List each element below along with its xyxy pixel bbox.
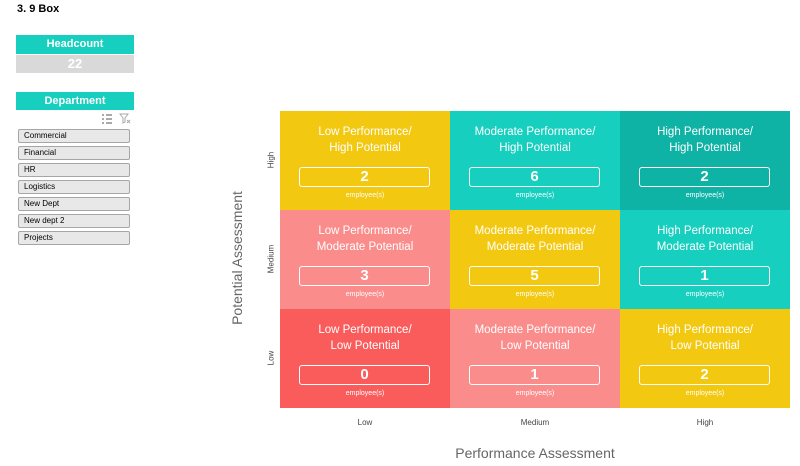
box-label-line: Moderate Performance/: [474, 126, 596, 138]
nine-box-grid: Low Performance/ High Potential 2 employ…: [280, 111, 790, 408]
box-label-line: Moderate Potential: [486, 241, 584, 253]
y-tick-label: Medium: [266, 244, 276, 274]
box-low-perf-low-pot[interactable]: Low Performance/ Low Potential 0 employe…: [280, 309, 450, 408]
multi-select-icon[interactable]: [101, 112, 113, 124]
y-tick-label: High: [266, 151, 276, 169]
box-label: High Performance/ Moderate Potential: [620, 223, 790, 255]
employee-count: 1: [639, 266, 770, 286]
department-item[interactable]: Logistics: [18, 180, 130, 194]
employee-count: 0: [299, 365, 430, 385]
sheet-title: 3. 9 Box: [17, 3, 60, 15]
y-tick-label: Low: [266, 350, 276, 366]
x-axis-title: Performance Assessment: [455, 445, 615, 461]
box-label: Moderate Performance/ High Potential: [450, 124, 620, 156]
box-label-line: Low Performance/: [318, 324, 412, 336]
department-item[interactable]: HR: [18, 163, 130, 177]
count-caption: employee(s): [685, 192, 725, 199]
box-label: High Performance/ High Potential: [620, 124, 790, 156]
x-tick-label: Medium: [520, 418, 550, 427]
box-label-line: High Potential: [329, 142, 401, 154]
count-caption: employee(s): [685, 390, 725, 397]
box-label-line: High Potential: [669, 142, 741, 154]
box-label-line: High Performance/: [657, 225, 753, 237]
employee-count: 1: [469, 365, 600, 385]
employee-count: 2: [639, 365, 770, 385]
x-tick-label: Low: [357, 418, 373, 427]
box-label: High Performance/ Low Potential: [620, 322, 790, 354]
count-caption: employee(s): [515, 291, 555, 298]
box-moderate-perf-moderate-pot[interactable]: Moderate Performance/ Moderate Potential…: [450, 210, 620, 309]
box-label-line: Moderate Performance/: [474, 225, 596, 237]
department-item[interactable]: New Dept: [18, 197, 130, 211]
y-axis-title: Potential Assessment: [229, 191, 245, 325]
box-label-line: Low Performance/: [318, 126, 412, 138]
box-label: Moderate Performance/ Low Potential: [450, 322, 620, 354]
box-label-line: Low Performance/: [318, 225, 412, 237]
count-caption: employee(s): [345, 390, 385, 397]
box-high-perf-high-pot[interactable]: High Performance/ High Potential 2 emplo…: [620, 111, 790, 210]
department-item[interactable]: Commercial: [18, 129, 130, 143]
department-slicer-header: Department: [16, 92, 134, 110]
box-label-line: Moderate Potential: [316, 241, 414, 253]
box-moderate-perf-high-pot[interactable]: Moderate Performance/ High Potential 6 e…: [450, 111, 620, 210]
box-label: Low Performance/ High Potential: [280, 124, 450, 156]
employee-count: 5: [469, 266, 600, 286]
box-label-line: Low Potential: [670, 340, 740, 352]
box-moderate-perf-low-pot[interactable]: Moderate Performance/ Low Potential 1 em…: [450, 309, 620, 408]
box-label-line: Moderate Potential: [656, 241, 754, 253]
employee-count: 6: [469, 167, 600, 187]
box-label-line: High Performance/: [657, 324, 753, 336]
box-label-line: Low Potential: [330, 340, 400, 352]
department-item[interactable]: New dept 2: [18, 214, 130, 228]
box-label-line: High Potential: [499, 142, 571, 154]
employee-count: 2: [639, 167, 770, 187]
headcount-header: Headcount: [16, 35, 134, 54]
box-label-line: High Performance/: [657, 126, 753, 138]
count-caption: employee(s): [345, 291, 385, 298]
count-caption: employee(s): [685, 291, 725, 298]
count-caption: employee(s): [345, 192, 385, 199]
count-caption: employee(s): [515, 192, 555, 199]
x-tick-label: High: [696, 418, 714, 427]
count-caption: employee(s): [515, 390, 555, 397]
box-low-perf-moderate-pot[interactable]: Low Performance/ Moderate Potential 3 em…: [280, 210, 450, 309]
box-label-line: Moderate Performance/: [474, 324, 596, 336]
headcount-value: 22: [16, 55, 134, 73]
box-high-perf-low-pot[interactable]: High Performance/ Low Potential 2 employ…: [620, 309, 790, 408]
department-item[interactable]: Financial: [18, 146, 130, 160]
department-item[interactable]: Projects: [18, 231, 130, 245]
employee-count: 3: [299, 266, 430, 286]
box-label: Moderate Performance/ Moderate Potential: [450, 223, 620, 255]
box-low-perf-high-pot[interactable]: Low Performance/ High Potential 2 employ…: [280, 111, 450, 210]
box-label-line: Low Potential: [500, 340, 570, 352]
box-label: Low Performance/ Low Potential: [280, 322, 450, 354]
department-list: Commercial Financial HR Logistics New De…: [18, 129, 130, 248]
slicer-toolbar: [101, 112, 133, 124]
employee-count: 2: [299, 167, 430, 187]
box-high-perf-moderate-pot[interactable]: High Performance/ Moderate Potential 1 e…: [620, 210, 790, 309]
clear-filter-icon[interactable]: [119, 112, 131, 124]
box-label: Low Performance/ Moderate Potential: [280, 223, 450, 255]
